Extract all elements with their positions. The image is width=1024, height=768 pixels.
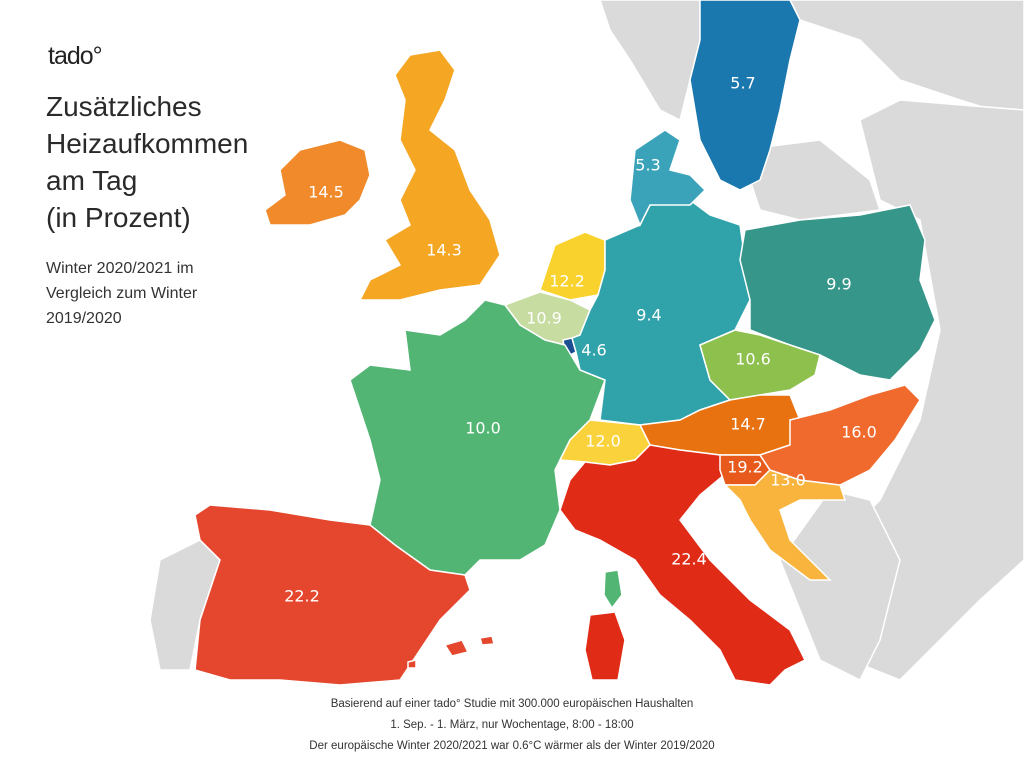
footer-notes: Basierend auf einer tado° Studie mit 300… <box>0 694 1024 757</box>
label-netherlands: 12.2 <box>549 272 585 291</box>
label-croatia: 13.0 <box>770 471 806 490</box>
page-title: Zusätzliches Heizaufkommen am Tag (in Pr… <box>46 88 306 236</box>
region-poland[interactable] <box>739 204 936 381</box>
label-hungary: 16.0 <box>841 423 877 442</box>
label-luxembourg: 4.6 <box>581 341 606 360</box>
label-denmark: 5.3 <box>635 156 660 175</box>
footer-line: 1. Sep. - 1. März, nur Wochentage, 8:00 … <box>390 719 634 731</box>
label-italy: 22.4 <box>671 550 707 569</box>
label-poland: 9.9 <box>826 275 851 294</box>
region-united-kingdom[interactable] <box>358 49 501 301</box>
region-france[interactable] <box>349 299 606 576</box>
label-slovenia: 19.2 <box>727 458 763 477</box>
label-ireland: 14.5 <box>308 183 344 202</box>
subtitle-line: Winter 2020/2021 im <box>46 260 194 277</box>
label-france: 10.0 <box>465 419 501 438</box>
label-czechia: 10.6 <box>735 350 771 369</box>
footer-line: Der europäische Winter 2020/2021 war 0.6… <box>309 740 715 752</box>
subtitle-line: 2019/2020 <box>46 310 122 327</box>
label-sweden: 5.7 <box>730 74 755 93</box>
region-czechia[interactable] <box>699 329 821 401</box>
label-spain: 22.2 <box>284 587 320 606</box>
region-spain-islands[interactable] <box>407 635 495 669</box>
label-belgium: 10.9 <box>526 309 562 328</box>
footer-line: Basierend auf einer tado° Studie mit 300… <box>330 698 694 710</box>
region-denmark[interactable] <box>629 129 707 227</box>
title-line: Heizaufkommen <box>46 128 249 159</box>
land-baltic <box>738 139 882 221</box>
region-hungary[interactable] <box>758 384 921 486</box>
region-corsica[interactable] <box>603 569 623 610</box>
region-sweden[interactable] <box>689 0 801 191</box>
label-switzerland: 12.0 <box>585 432 621 451</box>
title-line: am Tag <box>46 165 138 196</box>
land-norway-finland <box>599 0 1024 122</box>
tado-logo: tado° <box>48 42 103 70</box>
title-line: Zusätzliches <box>46 91 202 122</box>
label-united-kingdom: 14.3 <box>426 241 462 260</box>
region-sardinia[interactable] <box>584 611 626 681</box>
label-austria: 14.7 <box>730 415 766 434</box>
subtitle-line: Vergleich zum Winter <box>46 285 198 302</box>
label-germany: 9.4 <box>636 306 661 325</box>
title-line: (in Prozent) <box>46 202 191 233</box>
region-italy[interactable] <box>559 444 807 686</box>
region-ireland[interactable] <box>264 139 371 226</box>
subtitle: Winter 2020/2021 im Vergleich zum Winter… <box>46 256 256 331</box>
